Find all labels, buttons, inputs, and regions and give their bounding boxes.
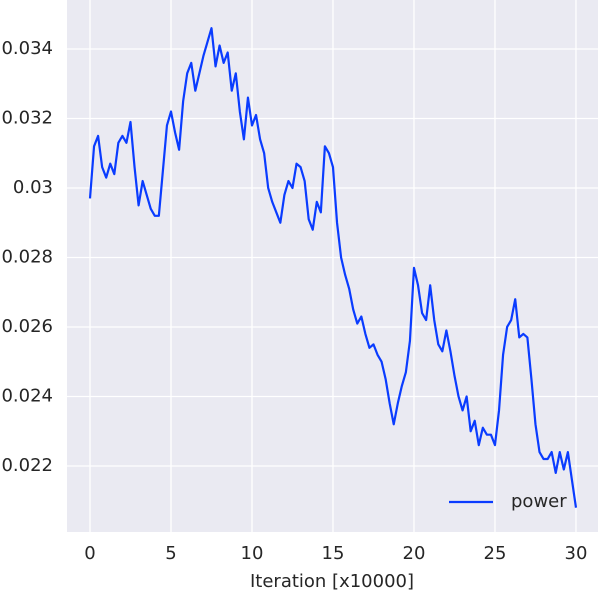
data-line [88,27,578,508]
x-tick-label: 5 [165,543,176,564]
y-tick-label: 0.032 [1,107,53,128]
y-tick-label: 0.024 [1,385,53,406]
x-tick-label: 30 [565,543,588,564]
legend-label: power [511,491,567,512]
x-tick-label: 25 [484,543,507,564]
y-tick-label: 0.03 [13,177,53,198]
x-axis-label: Iteration [x10000] [250,571,414,592]
y-tick-label: 0.034 [1,38,53,59]
x-tick-label: 0 [84,543,95,564]
y-tick-label: 0.028 [1,246,53,267]
x-tick-label: 15 [322,543,345,564]
y-tick-label: 0.022 [1,455,53,476]
x-tick-label: 20 [403,543,426,564]
x-tick-label: 10 [241,543,264,564]
y-tick-label: 0.026 [1,316,53,337]
